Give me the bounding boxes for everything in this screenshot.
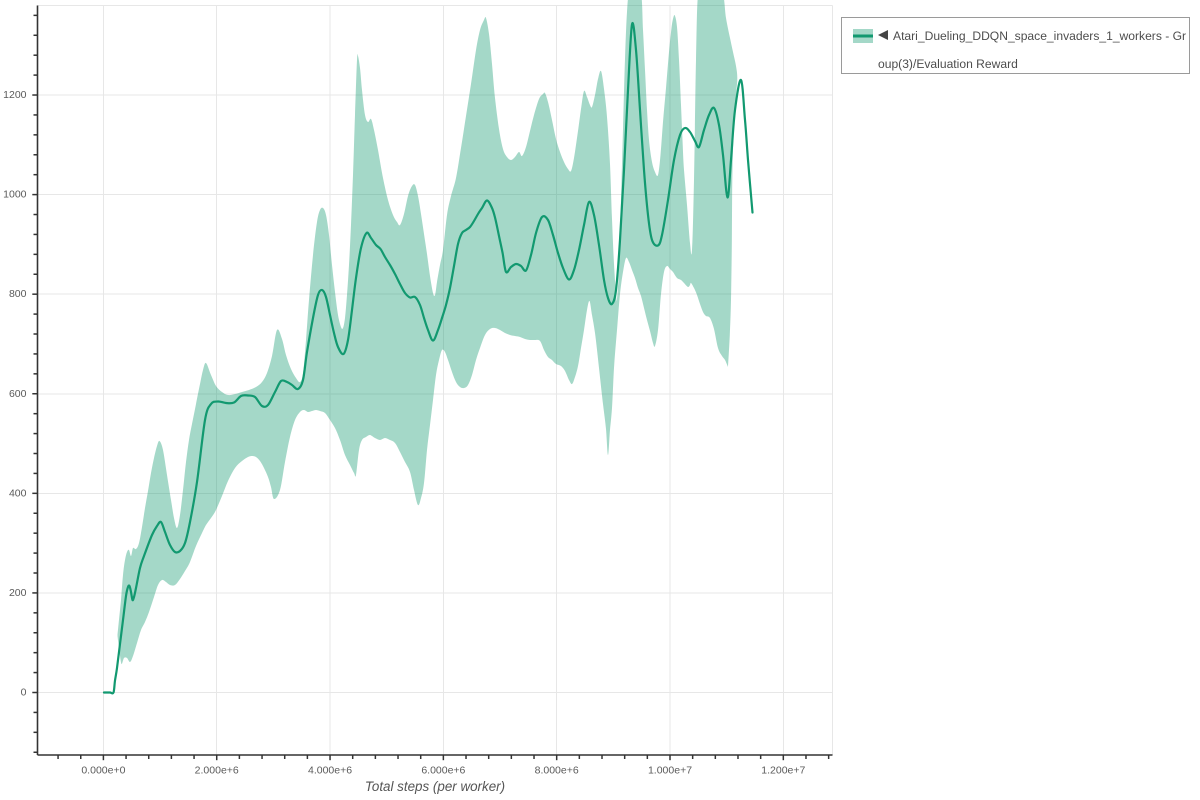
svg-text:600: 600 — [9, 388, 27, 400]
svg-text:4.000e+6: 4.000e+6 — [308, 764, 352, 776]
svg-text:0: 0 — [21, 687, 27, 699]
svg-text:Total steps (per worker): Total steps (per worker) — [365, 779, 505, 794]
svg-text:1.000e+7: 1.000e+7 — [648, 764, 692, 776]
svg-text:0.000e+0: 0.000e+0 — [81, 764, 125, 776]
svg-text:1200: 1200 — [3, 89, 27, 101]
svg-text:800: 800 — [9, 288, 27, 300]
svg-text:1000: 1000 — [3, 189, 27, 201]
svg-text:200: 200 — [9, 587, 27, 599]
svg-text:1.200e+7: 1.200e+7 — [761, 764, 805, 776]
svg-text:6.000e+6: 6.000e+6 — [421, 764, 465, 776]
svg-text:2.000e+6: 2.000e+6 — [195, 764, 239, 776]
svg-text:8.000e+6: 8.000e+6 — [535, 764, 579, 776]
svg-text:400: 400 — [9, 487, 27, 499]
